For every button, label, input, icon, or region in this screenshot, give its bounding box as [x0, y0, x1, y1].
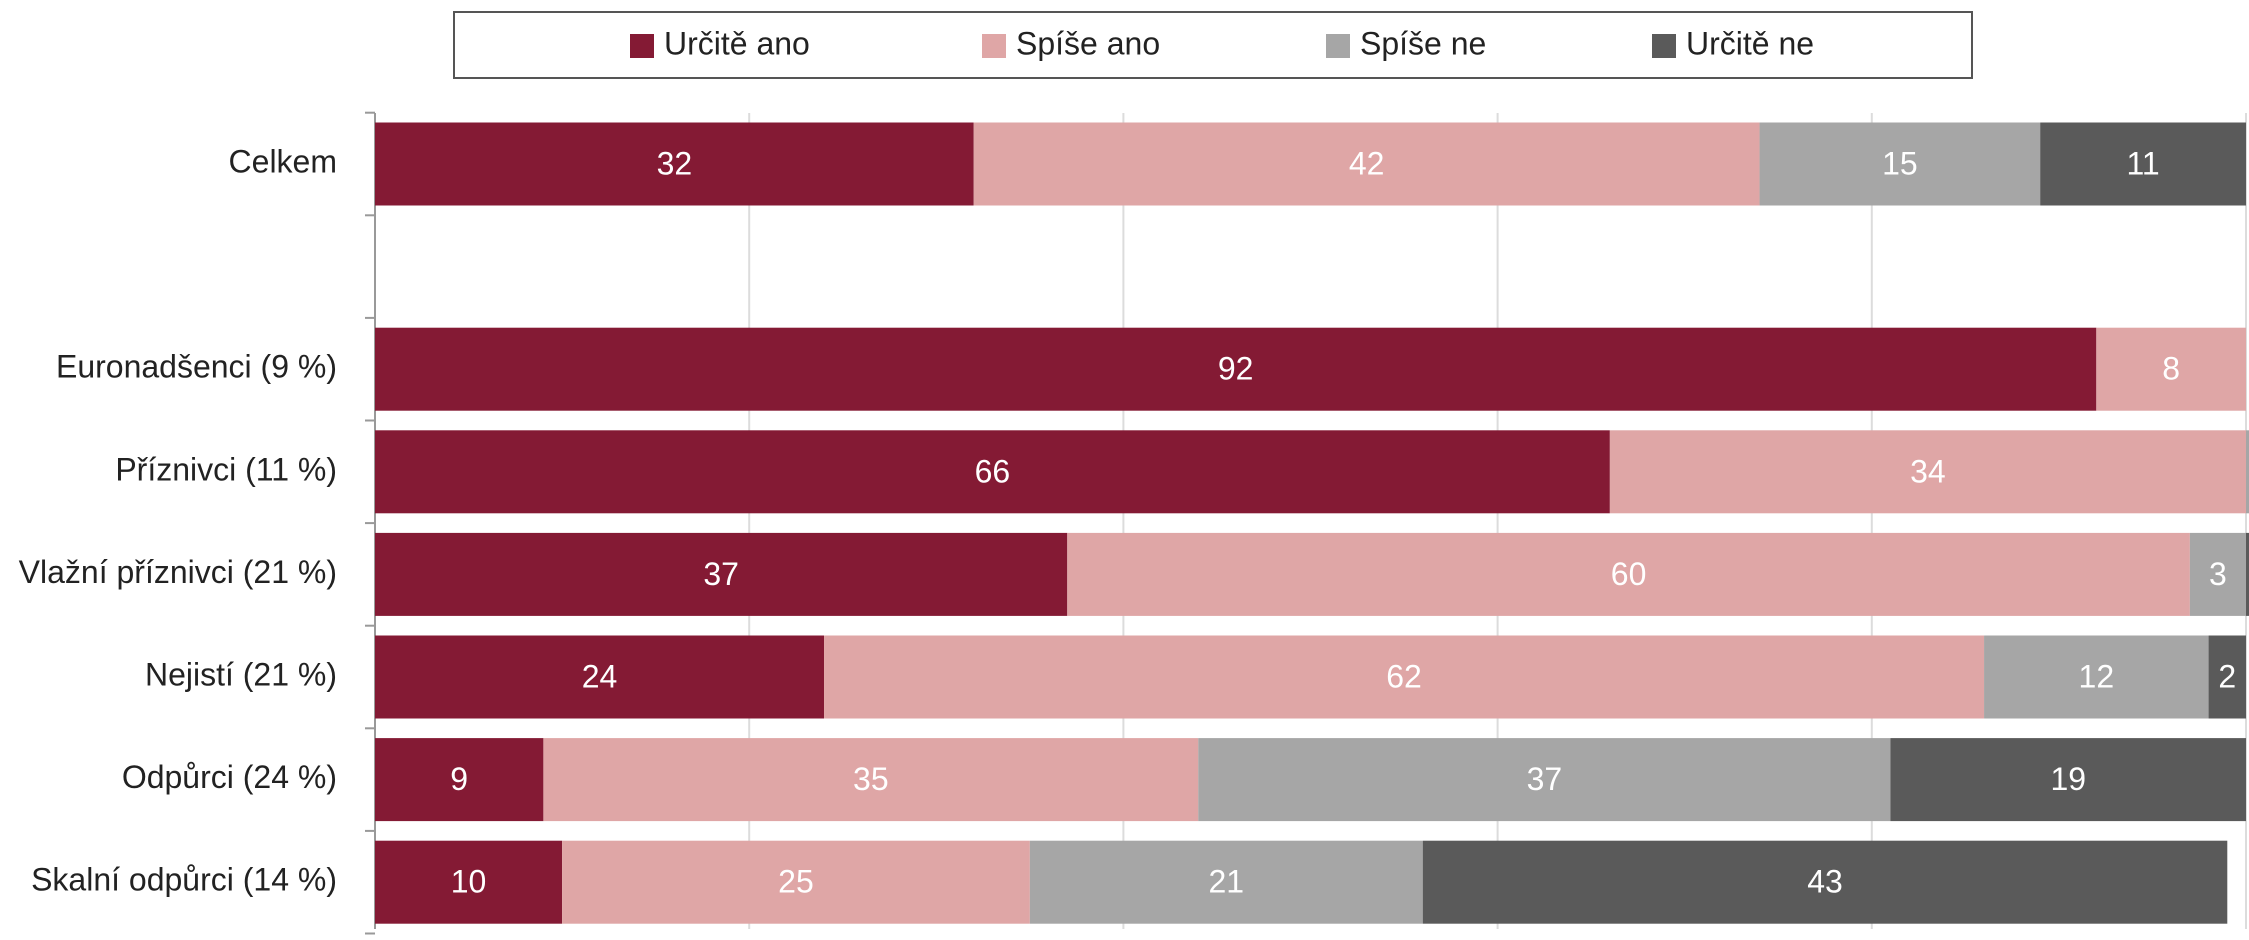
y-tick-label: Celkem [229, 143, 337, 179]
data-label: 35 [853, 761, 889, 797]
data-label: 37 [1527, 761, 1563, 797]
bar-segment [2246, 532, 2249, 616]
bar-segment [1890, 738, 2246, 822]
bar-segment [973, 122, 1760, 206]
y-tick-label: Příznivci (11 %) [115, 451, 337, 487]
data-label: 15 [1882, 145, 1918, 181]
data-label: 25 [778, 864, 814, 900]
data-label: 9 [450, 761, 468, 797]
bar-segment [1759, 122, 2041, 206]
legend-swatch [1326, 34, 1350, 58]
data-label: 10 [451, 864, 487, 900]
bar-segment [375, 122, 974, 206]
legend-label: Spíše ne [1360, 25, 1486, 61]
data-label: 8 [2162, 351, 2180, 387]
data-label: 11 [2126, 145, 2159, 181]
data-label: 37 [703, 556, 739, 592]
bar-segment [2096, 327, 2246, 411]
y-tick-label: Euronadšenci (9 %) [56, 349, 337, 385]
data-label: 42 [1349, 145, 1385, 181]
y-tick-label: Odpůrci (24 %) [122, 759, 337, 795]
data-label: 66 [975, 453, 1011, 489]
legend-swatch [1652, 34, 1676, 58]
data-label: 12 [2079, 658, 2115, 694]
bar-segment [2208, 635, 2246, 719]
bar-segment [1029, 840, 1423, 924]
bar-segment [562, 840, 1030, 924]
data-label: 24 [582, 658, 618, 694]
bar-segment [375, 635, 825, 719]
data-label: 3 [2209, 556, 2227, 592]
y-tick-label: Vlažní příznivci (21 %) [19, 554, 337, 590]
data-label: 34 [1910, 453, 1946, 489]
bar-segment [2040, 122, 2246, 206]
data-label: 21 [1209, 864, 1245, 900]
bar-segment [375, 327, 2097, 411]
bar-segment [1067, 532, 2190, 616]
bar-segment [375, 532, 1068, 616]
data-label: 60 [1611, 556, 1647, 592]
data-label: 62 [1386, 658, 1422, 694]
bar-segment [1984, 635, 2209, 719]
bar-segment [375, 430, 1610, 514]
bar-segment [375, 738, 544, 822]
data-label: 92 [1218, 351, 1254, 387]
bar-segment [543, 738, 1199, 822]
data-label: 2 [2218, 658, 2236, 694]
bar-segment [1609, 430, 2246, 514]
legend-swatch [630, 34, 654, 58]
data-label: 32 [657, 145, 693, 181]
data-label: 43 [1807, 864, 1843, 900]
legend-swatch [982, 34, 1006, 58]
data-label: 19 [2050, 761, 2086, 797]
legend-label: Určitě ano [664, 25, 810, 61]
bar-segment [2189, 532, 2246, 616]
legend-label: Určitě ne [1686, 25, 1814, 61]
y-tick-label: Nejistí (21 %) [145, 656, 337, 692]
bar-segment [375, 840, 563, 924]
bar-segment [1198, 738, 1891, 822]
legend-label: Spíše ano [1016, 25, 1160, 61]
legend-box [453, 11, 1973, 79]
bar-segment [2246, 430, 2249, 514]
bar-segment [824, 635, 1985, 719]
y-tick-label: Skalní odpůrci (14 %) [31, 862, 337, 898]
bar-segment [1422, 840, 2228, 924]
